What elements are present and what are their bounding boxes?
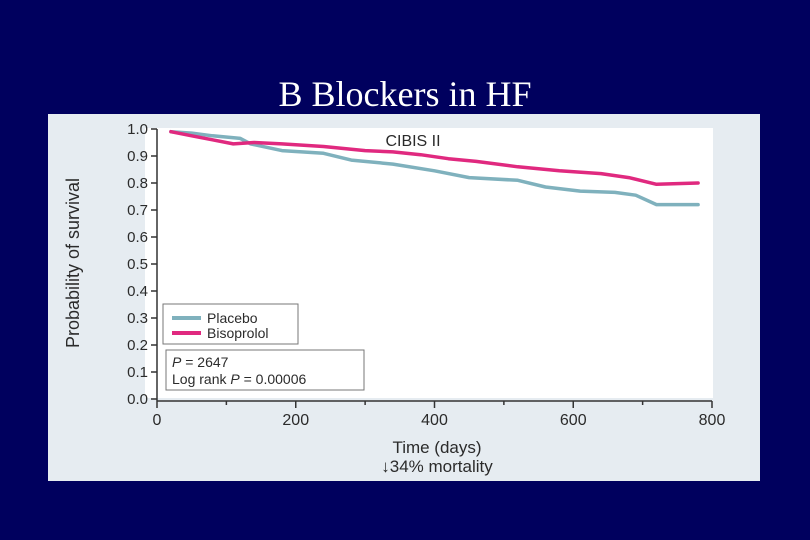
series-line-bisoprolol [169, 129, 700, 187]
p-count-text: P = 2647 [172, 354, 229, 370]
y-tick-label: 0.3 [127, 310, 148, 327]
chart-title: CIBIS II [385, 133, 440, 150]
y-tick-label: 0.0 [127, 391, 148, 408]
y-tick-label: 0.4 [127, 283, 148, 300]
slide-title: B Blockers in HF [278, 74, 532, 114]
x-tick-label: 800 [699, 412, 726, 429]
logrank-prefix: Log rank [172, 371, 227, 387]
y-tick-label: 0.9 [127, 148, 148, 165]
legend: Placebo Bisoprolol [162, 303, 299, 345]
y-axis-label: Probability of survival [63, 178, 83, 348]
y-tick-label: 0.6 [127, 229, 148, 246]
p-value: = 2647 [185, 354, 228, 370]
legend-label-bisoprolol: Bisoprolol [207, 325, 268, 341]
stats-box [165, 349, 365, 391]
y-tick-label: 0.2 [127, 337, 148, 354]
logrank-value: = 0.00006 [244, 371, 307, 387]
logrank-text: Log rank P = 0.00006 [172, 371, 306, 387]
chart-figure: 0.0 0.1 0.2 0.3 0.4 0.5 0.6 0.7 0.8 0.9 1.0 0 200 400… [48, 114, 760, 481]
x-tick-label: 0 [153, 412, 162, 429]
legend-box [162, 303, 299, 345]
y-tick-label: 0.7 [127, 202, 148, 219]
survival-chart: 0.0 0.1 0.2 0.3 0.4 0.5 0.6 0.7 0.8 0.9 1.0 0 200 400… [63, 121, 726, 476]
y-tick-label: 0.8 [127, 175, 148, 192]
y-tick-label: 1.0 [127, 121, 148, 138]
x-tick-label: 400 [421, 412, 448, 429]
x-tick-label: 200 [282, 412, 309, 429]
x-axis-label: Time (days) [392, 438, 481, 457]
series-line-placebo [169, 129, 700, 207]
x-tick-label: 600 [560, 412, 587, 429]
logrank-p-label: P [230, 371, 240, 387]
x-axis-sublabel: ↓34% mortality [381, 457, 493, 476]
y-tick-label: 0.5 [127, 256, 148, 273]
legend-label-placebo: Placebo [207, 310, 258, 326]
stats-annotation: P = 2647 Log rank P = 0.00006 [165, 349, 365, 391]
p-label: P [172, 354, 182, 370]
y-tick-label: 0.1 [127, 364, 148, 381]
